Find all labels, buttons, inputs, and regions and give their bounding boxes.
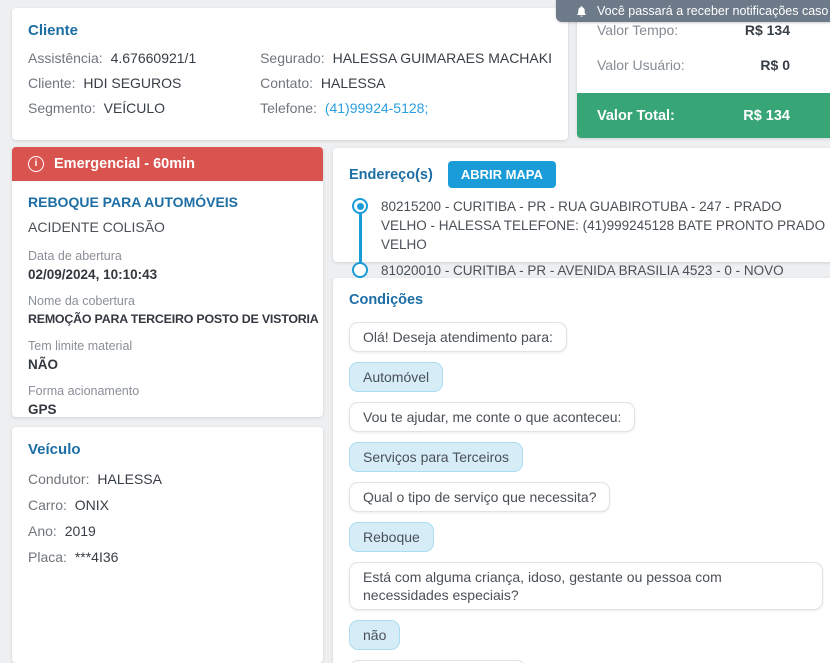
origin-address-text: 80215200 - CURITIBA - PR - RUA GUABIROTU… — [381, 199, 826, 252]
driver-label: Condutor: — [28, 471, 90, 487]
addresses-header: Endereço(s) ABRIR MAPA — [349, 161, 827, 188]
value-time-row: Valor Tempo: R$ 134 — [577, 22, 830, 38]
value-user-amount: R$ 0 — [760, 57, 790, 73]
assistance-number-label: Assistência: — [28, 50, 103, 66]
plate-value: ***4I36 — [74, 549, 119, 565]
year-row: Ano: 2019 — [28, 524, 307, 538]
plate-row: Placa: ***4I36 — [28, 550, 307, 564]
phone-label: Telefone: — [260, 100, 317, 116]
vehicle-card-title: Veículo — [28, 441, 81, 458]
activation-mode-block: Forma acionamento GPS — [28, 384, 307, 418]
chat-message-row: Vou te ajudar, me conte o que aconteceu: — [349, 402, 827, 432]
chat-message-bubble: Automóvel — [349, 362, 444, 392]
material-limit-block: Tem limite material NÃO — [28, 339, 307, 373]
year-label: Ano: — [28, 523, 57, 539]
driver-value: HALESSA — [97, 471, 162, 487]
contact-row: Contato: HALESSA — [260, 76, 552, 90]
client-name-value: HDI SEGUROS — [83, 75, 182, 91]
activation-mode-value: GPS — [28, 402, 57, 417]
contact-label: Contato: — [260, 75, 314, 91]
chat-message-list: Olá! Deseja atendimento para: Automóvel … — [349, 322, 827, 663]
client-fields-right: Segurado: HALESSA GUIMARAES MACHAKI Cont… — [260, 51, 552, 126]
client-fields-left: Assistência: 4.67660921/1 Cliente: HDI S… — [28, 51, 260, 126]
year-value: 2019 — [64, 523, 96, 539]
segment-label: Segmento: — [28, 100, 96, 116]
value-total-amount: R$ 134 — [743, 107, 790, 124]
car-label: Carro: — [28, 497, 67, 513]
chat-message-row: Está com alguma criança, idoso, gestante… — [349, 562, 827, 610]
assistance-number-row: Assistência: 4.67660921/1 — [28, 51, 260, 65]
client-card: Cliente Assistência: 4.67660921/1 Client… — [12, 8, 568, 140]
service-name: REBOQUE PARA AUTOMÓVEIS — [28, 194, 239, 210]
chat-message-bubble: Está com alguma criança, idoso, gestante… — [349, 562, 823, 610]
chat-message-bubble: não — [349, 620, 401, 650]
client-name-row: Cliente: HDI SEGUROS — [28, 76, 260, 90]
addresses-title: Endereço(s) — [349, 166, 433, 183]
service-card-body: REBOQUE PARA AUTOMÓVEIS ACIDENTE COLISÃO… — [12, 181, 323, 442]
chat-message-row: Olá! Deseja atendimento para: — [349, 322, 827, 352]
driver-row: Condutor: HALESSA — [28, 472, 307, 486]
value-total-label: Valor Total: — [597, 107, 675, 124]
origin-radio-selected[interactable] — [352, 198, 368, 214]
notification-toast[interactable]: Você passará a receber notificações caso… — [556, 0, 830, 22]
coverage-name-label: Nome da cobertura — [28, 294, 136, 308]
chat-message-row: Serviços para Terceiros — [349, 442, 827, 472]
value-user-row: Valor Usuário: R$ 0 — [577, 57, 830, 73]
values-card: Valor Tempo: R$ 134 Valor Usuário: R$ 0 … — [577, 8, 830, 138]
insured-row: Segurado: HALESSA GUIMARAES MACHAKI — [260, 51, 552, 65]
client-card-title: Cliente — [28, 22, 79, 39]
client-name-label: Cliente: — [28, 75, 76, 91]
value-time-amount: R$ 134 — [744, 22, 790, 38]
service-urgency-title: Emergencial - 60min — [54, 156, 196, 172]
opening-date-label: Data de abertura — [28, 249, 122, 263]
plate-label: Placa: — [28, 549, 67, 565]
vehicle-card: Veículo Condutor: HALESSA Carro: ONIX An… — [12, 427, 323, 663]
chat-message-row: não — [349, 620, 827, 650]
chat-message-row: Qual o tipo de serviço que necessita? — [349, 482, 827, 512]
address-row-origin: 80215200 - CURITIBA - PR - RUA GUABIROTU… — [352, 197, 827, 254]
chat-message-bubble: Reboque — [349, 522, 434, 552]
value-time-label: Valor Tempo: — [597, 22, 679, 38]
timeline-connector — [359, 207, 362, 287]
destination-radio[interactable] — [352, 262, 368, 278]
conditions-title: Condições — [349, 292, 424, 308]
chat-message-row: Reboque — [349, 522, 827, 552]
open-map-button[interactable]: ABRIR MAPA — [447, 161, 556, 188]
value-total-row: Valor Total: R$ 134 — [577, 93, 830, 138]
chat-message-row: Automóvel — [349, 362, 827, 392]
addresses-card: Endereço(s) ABRIR MAPA 80215200 - CURITI… — [333, 148, 830, 297]
segment-value: VEÍCULO — [103, 100, 166, 116]
chat-message-bubble: Qual o tipo de serviço que necessita? — [349, 482, 611, 512]
insured-label: Segurado: — [260, 50, 325, 66]
material-limit-value: NÃO — [28, 357, 58, 372]
client-fields: Assistência: 4.67660921/1 Cliente: HDI S… — [28, 51, 552, 126]
car-value: ONIX — [74, 497, 110, 513]
assistance-number-value: 4.67660921/1 — [110, 50, 197, 66]
opening-date-block: Data de abertura 02/09/2024, 10:10:43 — [28, 249, 307, 283]
coverage-name-block: Nome da cobertura REMOÇÃO PARA TERCEIRO … — [28, 294, 319, 328]
chat-message-bubble: Olá! Deseja atendimento para: — [349, 322, 567, 352]
chat-message-bubble: Serviços para Terceiros — [349, 442, 524, 472]
material-limit-label: Tem limite material — [28, 339, 133, 353]
contact-value: HALESSA — [320, 75, 386, 91]
bell-icon — [577, 5, 586, 17]
notification-message: Você passará a receber notificações caso… — [597, 4, 830, 18]
phone-link[interactable]: (41)99924-5128; — [324, 100, 429, 116]
event-name: ACIDENTE COLISÃO — [28, 219, 165, 235]
service-card: i Emergencial - 60min REBOQUE PARA AUTOM… — [12, 147, 323, 417]
activation-mode-label: Forma acionamento — [28, 384, 140, 398]
chat-message-row: O câmbio está travado? — [349, 660, 827, 663]
chat-message-bubble: Vou te ajudar, me conte o que aconteceu: — [349, 402, 636, 432]
insured-value: HALESSA GUIMARAES MACHAKI — [332, 50, 552, 66]
value-user-label: Valor Usuário: — [597, 57, 685, 73]
info-icon: i — [28, 156, 44, 172]
opening-date-value: 02/09/2024, 10:10:43 — [28, 267, 158, 282]
coverage-name-value: REMOÇÃO PARA TERCEIRO POSTO DE VISTORIA — [28, 312, 319, 326]
service-urgency-header: i Emergencial - 60min — [12, 147, 323, 181]
phone-row: Telefone: (41)99924-5128; — [260, 101, 552, 115]
car-row: Carro: ONIX — [28, 498, 307, 512]
segment-row: Segmento: VEÍCULO — [28, 101, 260, 115]
conditions-card: Condições Olá! Deseja atendimento para: … — [333, 278, 830, 663]
